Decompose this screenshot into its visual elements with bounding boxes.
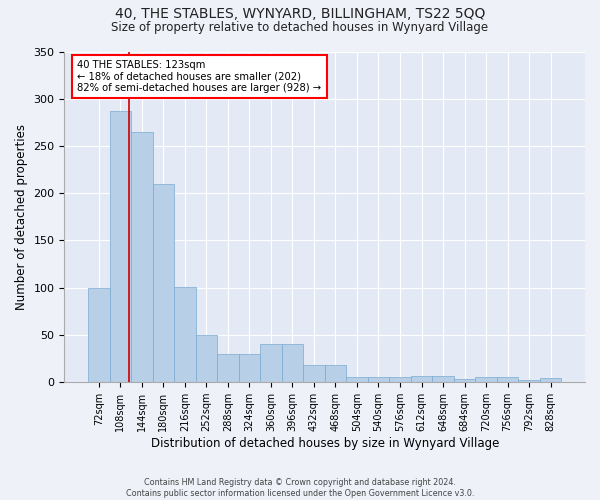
Text: 40, THE STABLES, WYNYARD, BILLINGHAM, TS22 5QQ: 40, THE STABLES, WYNYARD, BILLINGHAM, TS… [115, 8, 485, 22]
Bar [110, 111, 131, 382]
Bar [152, 184, 174, 382]
Y-axis label: Number of detached properties: Number of detached properties [15, 124, 28, 310]
Text: 40 THE STABLES: 123sqm
← 18% of detached houses are smaller (202)
82% of semi-de: 40 THE STABLES: 123sqm ← 18% of detached… [77, 60, 322, 93]
Bar [454, 380, 475, 382]
Bar [475, 378, 497, 382]
Bar [88, 288, 110, 382]
Bar [303, 365, 325, 382]
X-axis label: Distribution of detached houses by size in Wynyard Village: Distribution of detached houses by size … [151, 437, 499, 450]
Text: Size of property relative to detached houses in Wynyard Village: Size of property relative to detached ho… [112, 21, 488, 34]
Bar [196, 335, 217, 382]
Bar [497, 378, 518, 382]
Bar [518, 380, 540, 382]
Bar [217, 354, 239, 382]
Bar [432, 376, 454, 382]
Bar [174, 287, 196, 382]
Bar [346, 376, 368, 382]
Bar [540, 378, 562, 382]
Bar [325, 365, 346, 382]
Bar [131, 132, 152, 382]
Bar [368, 376, 389, 382]
Bar [281, 344, 303, 382]
Bar [389, 378, 411, 382]
Bar [239, 354, 260, 382]
Text: Contains HM Land Registry data © Crown copyright and database right 2024.
Contai: Contains HM Land Registry data © Crown c… [126, 478, 474, 498]
Bar [260, 344, 281, 382]
Bar [411, 376, 432, 382]
